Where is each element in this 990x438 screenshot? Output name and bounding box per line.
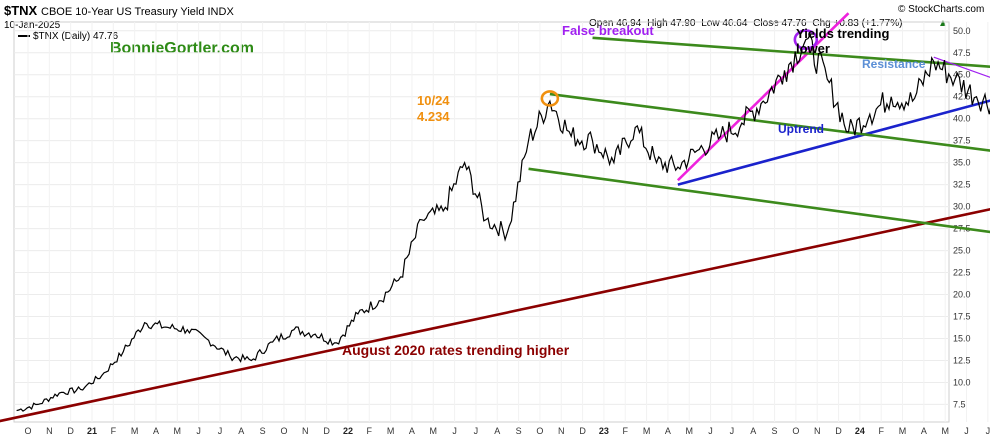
oct-peak-label-2: 4.234: [417, 109, 450, 124]
trendline-dark-red: [0, 207, 990, 423]
y-tick-label: 12.5: [953, 355, 971, 365]
trendline-green: [549, 92, 990, 152]
x-tick-label: S: [772, 426, 778, 436]
x-tick-label: M: [430, 426, 438, 436]
y-tick-label: 10.0: [953, 377, 971, 387]
y-tick-label: 15.0: [953, 333, 971, 343]
x-tick-label: F: [878, 426, 884, 436]
grid: [14, 22, 989, 422]
chart-date: 10-Jan-2025: [4, 20, 61, 31]
x-tick-label: D: [835, 426, 842, 436]
x-tick-label: F: [367, 426, 373, 436]
x-tick-label: 24: [855, 426, 865, 436]
x-tick-label: D: [67, 426, 74, 436]
yields-trending-lower-label-1: Yields trending: [796, 26, 889, 41]
y-tick-label: 25.0: [953, 246, 971, 256]
x-tick-label: M: [941, 426, 949, 436]
y-tick-label: 32.5: [953, 180, 971, 190]
x-tick-label: D: [579, 426, 586, 436]
marker-circle-orange: [540, 90, 560, 107]
x-tick-label: M: [174, 426, 182, 436]
x-tick-label: 23: [599, 426, 609, 436]
y-tick-label: 7.5: [953, 399, 966, 409]
x-tick-label: S: [260, 426, 266, 436]
x-tick-label: M: [899, 426, 907, 436]
x-tick-label: 22: [343, 426, 353, 436]
trendline-green: [592, 36, 990, 68]
x-tick-label: J: [730, 426, 735, 436]
x-tick-label: N: [302, 426, 309, 436]
y-tick-label: 35.0: [953, 158, 971, 168]
y-tick-label: 45.0: [953, 70, 971, 80]
x-tick-label: M: [643, 426, 651, 436]
x-tick-label: J: [196, 426, 201, 436]
y-tick-label: 42.5: [953, 92, 971, 102]
august-2020-label: August 2020 rates trending higher: [342, 342, 570, 358]
y-tick-label: 40.0: [953, 114, 971, 124]
symbol-title: $TNX: [4, 3, 38, 18]
x-tick-label: F: [111, 426, 117, 436]
x-tick-label: S: [516, 426, 522, 436]
plot-area: [13, 21, 950, 423]
oct-peak-label-1: 10/24: [417, 93, 450, 108]
x-tick-label: A: [153, 426, 159, 436]
x-tick-label: J: [964, 426, 969, 436]
trendline-purple: [933, 56, 990, 78]
x-tick-label: J: [218, 426, 223, 436]
trendline-blue: [677, 99, 990, 186]
x-tick-label: J: [708, 426, 713, 436]
change-arrow-icon: ▲: [938, 18, 948, 29]
y-tick-label: 22.5: [953, 268, 971, 278]
uptrend-label: Uptrend: [778, 122, 824, 136]
x-tick-label: A: [238, 426, 244, 436]
x-tick-label: A: [665, 426, 671, 436]
y-tick-label: 37.5: [953, 136, 971, 146]
trendline-magenta: [676, 12, 850, 182]
resistance-label: Resistance: [862, 57, 926, 71]
ohlc-readout: Open 46.94 High 47.90 Low 46.64 Close 47…: [589, 18, 902, 29]
x-tick-label: A: [750, 426, 756, 436]
price-line: [16, 32, 990, 412]
y-tick-label: 50.0: [953, 26, 971, 36]
x-tick-label: F: [622, 426, 628, 436]
x-tick-label: N: [46, 426, 53, 436]
x-tick-label: J: [452, 426, 457, 436]
x-tick-label: M: [387, 426, 395, 436]
x-tick-label: O: [792, 426, 799, 436]
x-tick-label: A: [494, 426, 500, 436]
watermark: BonnieGortler.com: [110, 40, 254, 57]
symbol-name: CBOE 10-Year US Treasury Yield INDX: [41, 6, 234, 18]
markers: [540, 29, 819, 107]
x-tick-label: J: [474, 426, 479, 436]
y-axis: 7.510.012.515.017.520.022.525.027.530.03…: [953, 26, 971, 410]
y-tick-label: 30.0: [953, 202, 971, 212]
false-breakout-label: False breakout: [562, 23, 654, 38]
x-tick-label: O: [24, 426, 31, 436]
x-tick-label: J: [986, 426, 990, 436]
x-tick-label: D: [323, 426, 330, 436]
trendline-green: [528, 167, 990, 234]
x-tick-label: N: [814, 426, 821, 436]
x-tick-label: M: [685, 426, 693, 436]
y-tick-label: 17.5: [953, 312, 971, 322]
x-tick-label: A: [921, 426, 927, 436]
x-tick-label: O: [536, 426, 543, 436]
x-tick-label: M: [131, 426, 139, 436]
x-tick-label: O: [280, 426, 287, 436]
x-tick-label: N: [558, 426, 565, 436]
yields-trending-lower-label-2: lower: [796, 41, 830, 56]
stockcharts-credit: © StockCharts.com: [898, 4, 984, 15]
y-tick-label: 20.0: [953, 290, 971, 300]
x-tick-label: A: [409, 426, 415, 436]
legend-series: $TNX (Daily) 47.76: [33, 31, 118, 42]
y-tick-label: 47.5: [953, 48, 971, 58]
x-tick-label: 21: [87, 426, 97, 436]
trendlines: [0, 12, 990, 423]
x-axis: O N D 21 F M A M J J A S O N D 22 F M A M J J A S O N D 23 F M A M J J A S O…: [24, 426, 990, 436]
marker-circle-purple: [793, 29, 819, 50]
